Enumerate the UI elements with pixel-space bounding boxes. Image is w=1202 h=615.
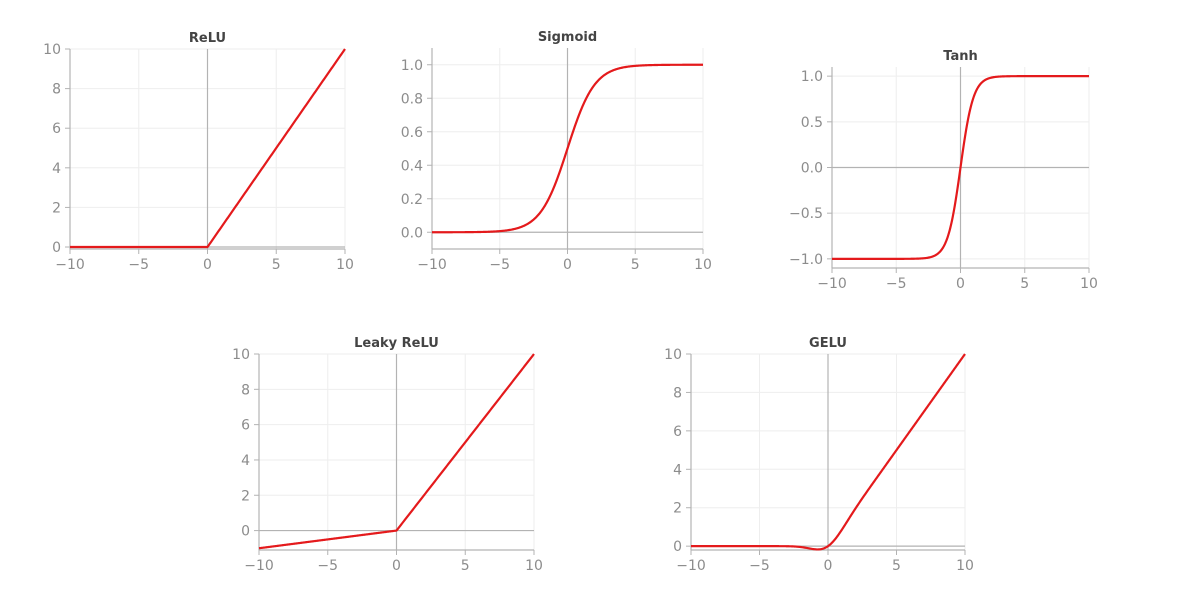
x-tick-label: 10 [694, 257, 712, 273]
x-tick-label: −5 [489, 257, 510, 273]
y-tick-label: 0.6 [401, 125, 423, 141]
y-tick-label: 0.2 [401, 192, 423, 208]
chart-relu: −10 −5 0 5 10 0 2 4 6 8 10 ReLU [43, 31, 354, 273]
x-tick-label: −10 [417, 257, 447, 273]
y-tick-label: −1.0 [789, 252, 823, 268]
y-tick-label: 2 [241, 488, 250, 504]
x-tick-label: −5 [749, 558, 770, 574]
y-tick-label: 10 [232, 347, 250, 363]
y-tick-label: 8 [52, 82, 61, 98]
y-tick-label: 10 [43, 42, 61, 58]
x-tick-label: 5 [461, 558, 470, 574]
y-tick-label: 1.0 [401, 58, 423, 74]
x-tick-label: −10 [676, 558, 706, 574]
x-tick-label: −5 [317, 558, 338, 574]
x-tick-label: 5 [1020, 276, 1029, 292]
chart-sigmoid: −10 −5 0 5 10 0.0 0.2 0.4 0.6 0.8 1.0 Sigmoid [401, 30, 712, 273]
y-tick-label: 8 [673, 385, 682, 401]
y-tick-label: −0.5 [789, 206, 823, 222]
x-tick-label: 5 [272, 257, 281, 273]
x-tick-label: 0 [203, 257, 212, 273]
x-tick-label: −5 [128, 257, 149, 273]
x-tick-label: −5 [886, 276, 907, 292]
chart-gelu: −10 −5 0 5 10 0 2 4 6 8 10 GELU [664, 336, 974, 574]
x-tick-label: 5 [631, 257, 640, 273]
y-tick-label: 0.4 [401, 158, 423, 174]
series-line-sigmoid [431, 63, 704, 234]
y-tick-label: 0.5 [801, 115, 823, 131]
x-tick-label: 10 [525, 558, 543, 574]
plots-group: −10 −5 0 5 10 0 2 4 6 8 10 ReLU −10 −5 0 5 10 0.0 0.2 0.4 0.… [43, 30, 1098, 574]
series-line-gelu [690, 353, 966, 551]
y-tick-label: 6 [241, 418, 250, 434]
y-tick-label: 0 [241, 524, 250, 540]
x-tick-label: 0 [392, 558, 401, 574]
chart-title: ReLU [189, 31, 226, 46]
chart-title: Leaky ReLU [354, 336, 439, 351]
chart-title: GELU [809, 336, 847, 351]
y-tick-label: 4 [52, 161, 61, 177]
series-line-leaky-relu [258, 353, 535, 550]
x-tick-label: 5 [892, 558, 901, 574]
series-line-relu [69, 48, 346, 249]
y-tick-label: 10 [664, 347, 682, 363]
y-tick-label: 6 [673, 424, 682, 440]
y-tick-label: 4 [673, 462, 682, 478]
chart-leaky-relu: −10 −5 0 5 10 0 2 4 6 8 10 Leaky ReLU [232, 336, 543, 574]
y-tick-label: 4 [241, 453, 250, 469]
x-tick-label: −10 [55, 257, 85, 273]
y-tick-label: 0 [52, 240, 61, 256]
y-tick-label: 1.0 [801, 69, 823, 85]
y-tick-label: 8 [241, 382, 250, 398]
chart-tanh: −10 −5 0 5 10 −1.0 −0.5 0.0 0.5 1.0 Tanh [789, 49, 1098, 292]
series-line-tanh [831, 75, 1090, 260]
x-tick-label: 0 [563, 257, 572, 273]
x-tick-label: 10 [336, 257, 354, 273]
y-tick-label: 0.8 [401, 91, 423, 107]
x-tick-label: −10 [817, 276, 847, 292]
x-tick-label: −10 [244, 558, 274, 574]
y-tick-label: 2 [52, 200, 61, 216]
y-tick-label: 0 [673, 539, 682, 555]
y-tick-label: 6 [52, 121, 61, 137]
x-tick-label: 0 [956, 276, 965, 292]
y-tick-label: 0.0 [401, 225, 423, 241]
x-tick-label: 0 [824, 558, 833, 574]
chart-title: Tanh [943, 49, 977, 64]
x-tick-label: 10 [956, 558, 974, 574]
chart-title: Sigmoid [538, 30, 597, 45]
x-tick-label: 10 [1080, 276, 1098, 292]
y-tick-label: 0.0 [801, 161, 823, 177]
y-tick-label: 2 [673, 501, 682, 517]
